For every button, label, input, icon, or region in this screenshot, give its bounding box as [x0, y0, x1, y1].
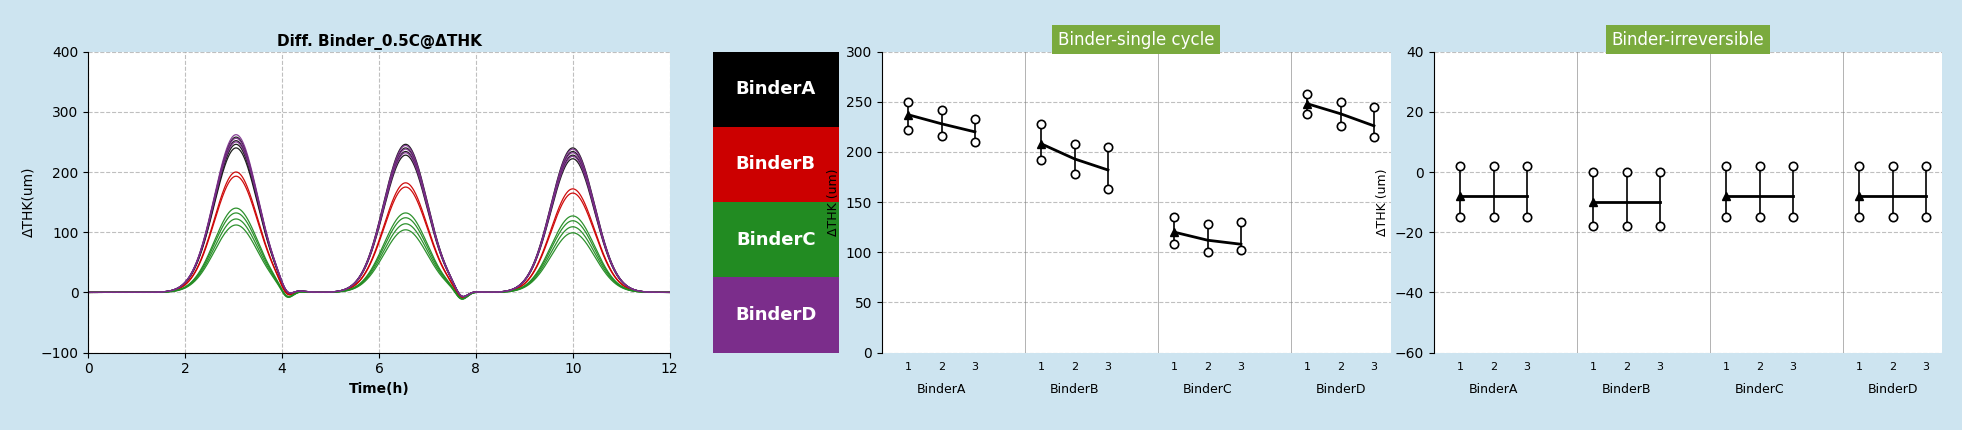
Text: BinderB: BinderB: [1601, 383, 1652, 396]
Text: BinderD: BinderD: [1868, 383, 1917, 396]
Text: BinderD: BinderD: [1315, 383, 1366, 396]
Text: BinderD: BinderD: [736, 306, 816, 324]
Title: Binder-irreversible: Binder-irreversible: [1611, 31, 1764, 49]
X-axis label: Time(h): Time(h): [349, 382, 410, 396]
Title: Binder-single cycle: Binder-single cycle: [1058, 31, 1214, 49]
Bar: [712, 52, 838, 127]
Bar: [712, 202, 838, 277]
Y-axis label: ΔTHK(um): ΔTHK(um): [22, 167, 35, 237]
Text: BinderC: BinderC: [1183, 383, 1232, 396]
Text: BinderA: BinderA: [916, 383, 967, 396]
Text: BinderA: BinderA: [1470, 383, 1519, 396]
Bar: [712, 127, 838, 202]
Text: BinderB: BinderB: [1050, 383, 1099, 396]
Bar: [712, 277, 838, 353]
Text: BinderA: BinderA: [736, 80, 816, 98]
Text: BinderC: BinderC: [1734, 383, 1783, 396]
Text: BinderB: BinderB: [736, 156, 816, 173]
Title: Diff. Binder_0.5C@ΔTHK: Diff. Binder_0.5C@ΔTHK: [277, 34, 481, 50]
Y-axis label: ΔTHK (um): ΔTHK (um): [828, 169, 840, 236]
Text: BinderC: BinderC: [736, 231, 816, 249]
Y-axis label: ΔTHK (um): ΔTHK (um): [1375, 169, 1389, 236]
